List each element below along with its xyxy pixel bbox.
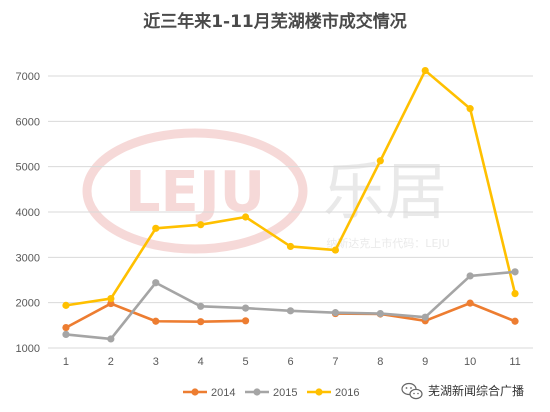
data-point-2016 [466, 105, 474, 113]
data-point-2014 [62, 324, 70, 332]
y-tick-label: 4000 [16, 207, 40, 219]
data-point-2014 [466, 299, 474, 307]
data-point-2014 [197, 318, 205, 326]
grid-lines [48, 75, 533, 349]
legend-label: 2015 [273, 387, 297, 399]
legend-item-2016: 2016 [307, 387, 359, 399]
series-line-2015 [65, 270, 516, 341]
source-badge: 芜湖新闻综合广播 [401, 382, 524, 400]
legend-swatch-marker [315, 388, 323, 396]
y-tick-label: 1000 [16, 343, 40, 355]
data-point-2015 [107, 335, 115, 343]
x-tick-label: 6 [287, 356, 293, 368]
x-axis-ticks: 1 2 3 4 5 6 7 8 9 10 11 [63, 356, 521, 368]
data-point-2015 [197, 302, 205, 310]
data-point-2014 [511, 317, 519, 325]
data-point-2014 [241, 317, 250, 325]
x-tick-label: 7 [332, 356, 338, 368]
data-point-2016 [152, 224, 160, 232]
y-tick-label: 7000 [16, 71, 40, 83]
data-point-2015 [331, 309, 340, 317]
x-tick-label: 10 [464, 356, 476, 368]
x-tick-label: 3 [153, 356, 159, 368]
data-point-2016 [421, 66, 429, 75]
wechat-icon [401, 382, 423, 400]
data-point-2015 [511, 268, 519, 276]
y-tick-label: 6000 [16, 116, 40, 128]
source-text: 芜湖新闻综合广播 [428, 383, 524, 398]
data-point-2016 [286, 242, 295, 251]
watermark-logo-ring [82, 128, 308, 254]
watermark-logo-text: LEJU [125, 160, 265, 225]
data-point-2016 [511, 290, 519, 298]
legend-swatch-marker [253, 388, 261, 396]
data-point-2016 [62, 301, 70, 309]
data-point-2015 [286, 307, 295, 315]
data-point-2015 [421, 313, 429, 321]
series-2016 [62, 66, 519, 309]
x-tick-label: 4 [198, 356, 204, 368]
x-tick-label: 11 [509, 356, 520, 368]
series-2015 [62, 268, 519, 343]
x-tick-label: 1 [63, 356, 69, 368]
legend-item-2015: 2015 [245, 387, 297, 399]
legend-item-2014: 2014 [183, 387, 235, 399]
legend: 2014 2015 2016 [183, 387, 359, 399]
legend-label: 2016 [335, 387, 359, 399]
data-point-2014 [107, 299, 115, 308]
chart-title: 近三年来1-11月芜湖楼市成交情况 [143, 11, 407, 32]
watermark-tagline: 纳斯达克上市代码：LEJU [326, 236, 449, 250]
legend-label: 2014 [211, 387, 235, 399]
y-tick-label: 3000 [16, 252, 40, 264]
x-tick-label: 2 [108, 356, 114, 368]
data-point-2015 [241, 304, 250, 312]
x-tick-label: 5 [243, 356, 249, 368]
x-tick-label: 9 [422, 356, 428, 368]
data-point-2014 [152, 317, 160, 325]
series-lines [62, 66, 519, 343]
data-point-2015 [152, 279, 160, 287]
data-point-2016 [241, 213, 250, 221]
legend-swatch-marker [191, 388, 199, 396]
y-tick-label: 5000 [16, 162, 40, 174]
y-tick-label: 2000 [16, 298, 40, 310]
x-tick-label: 8 [377, 356, 383, 368]
data-point-2016 [376, 157, 384, 165]
watermark-brand-text: 乐居 [323, 155, 447, 228]
data-point-2015 [62, 330, 70, 338]
series-2014 [62, 299, 250, 332]
data-point-2016 [197, 221, 205, 229]
data-point-2015 [466, 272, 474, 280]
data-point-2016 [331, 246, 340, 254]
data-point-2015 [376, 309, 384, 318]
data-point-2016 [107, 294, 115, 303]
y-axis-ticks: 1000 2000 3000 4000 5000 6000 7000 [16, 71, 40, 355]
